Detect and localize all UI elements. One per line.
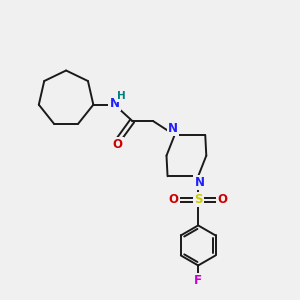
Text: O: O	[169, 193, 179, 206]
Text: N: N	[195, 176, 205, 189]
Text: N: N	[168, 122, 178, 135]
Text: H: H	[117, 92, 125, 101]
Text: N: N	[110, 97, 120, 110]
Text: S: S	[194, 193, 203, 206]
Text: O: O	[218, 193, 228, 206]
Text: F: F	[194, 274, 202, 287]
Text: O: O	[112, 138, 122, 151]
